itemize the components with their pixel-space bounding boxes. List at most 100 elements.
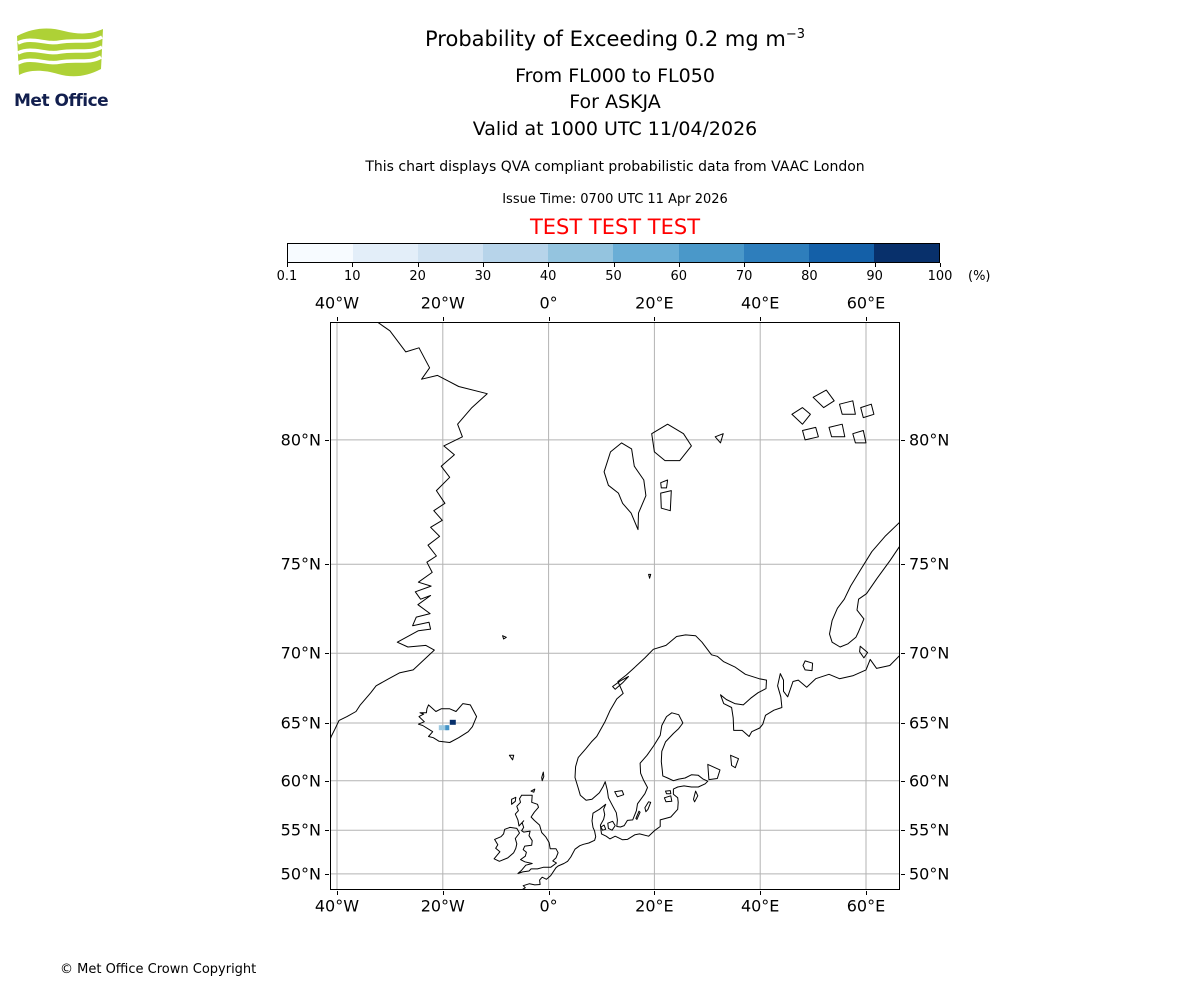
colorbar-segment xyxy=(483,244,549,262)
coastline-path xyxy=(614,790,625,798)
colorbar-segment xyxy=(873,244,939,262)
qva-info-text: This chart displays QVA compliant probab… xyxy=(365,159,865,175)
colorbar-segment xyxy=(678,244,744,262)
colorbar-tick xyxy=(417,263,419,267)
coastline-path xyxy=(607,820,616,831)
met-office-logo-graphic xyxy=(17,28,103,77)
coastline-path xyxy=(600,824,607,831)
coastline-path xyxy=(665,790,672,795)
colorbar-tick xyxy=(940,263,941,267)
latitude-label-right: 60°N xyxy=(909,771,950,791)
colorbar-tick-label: 60 xyxy=(670,269,688,284)
colorbar-tick-label: 90 xyxy=(866,269,883,284)
axis-tick xyxy=(336,891,338,895)
colorbar-tick-label: 20 xyxy=(409,269,426,284)
colorbar-tick xyxy=(809,263,811,267)
colorbar-segment xyxy=(353,244,419,262)
axis-tick xyxy=(548,317,550,321)
axis-tick xyxy=(760,317,762,321)
coastline-path xyxy=(644,801,652,813)
latitude-label-left: 60°N xyxy=(280,771,321,791)
longitude-label-bottom: 20°E xyxy=(635,896,674,916)
colorbar-tick-label: 70 xyxy=(735,269,753,284)
map-svg xyxy=(330,322,900,890)
axis-tick xyxy=(654,891,656,895)
chart-title: Probability of Exceeding 0.2 mg m−3 xyxy=(425,27,805,51)
colorbar-tick-label: 30 xyxy=(474,269,492,284)
axis-tick xyxy=(325,722,329,724)
coastline-path xyxy=(635,810,641,820)
axis-tick xyxy=(760,891,762,895)
axis-tick xyxy=(901,780,905,782)
ash-probability-cell xyxy=(449,719,456,725)
axis-tick xyxy=(442,891,444,895)
colorbar-tick-label: 0.1 xyxy=(276,269,298,284)
coastline-path xyxy=(859,645,869,659)
colorbar-tick xyxy=(874,263,876,267)
colorbar-segment xyxy=(613,244,679,262)
colorbar-tick xyxy=(482,263,484,267)
ash-probability-cell xyxy=(445,725,450,731)
coastline-path xyxy=(828,423,846,438)
axis-tick xyxy=(901,722,905,724)
chart-title-superscript: −3 xyxy=(785,27,805,42)
coastline-path xyxy=(860,403,875,419)
longitude-label-top: 40°W xyxy=(314,293,360,313)
coastline-path xyxy=(530,788,536,793)
coastline-path xyxy=(522,634,900,890)
coastline-path xyxy=(514,794,559,874)
map xyxy=(330,322,900,890)
axis-tick xyxy=(901,564,905,566)
coastline-path xyxy=(663,795,673,803)
longitude-label-bottom: 0° xyxy=(539,896,558,916)
longitude-label-top: 60°E xyxy=(846,293,886,313)
met-office-logo-text: Met Office xyxy=(14,91,109,111)
colorbar-tick xyxy=(678,263,680,267)
colorbar-tick xyxy=(613,263,615,267)
test-banner: TEST TEST TEST xyxy=(529,215,701,239)
colorbar-tick xyxy=(352,263,354,267)
axis-tick xyxy=(865,317,867,321)
colorbar-segment xyxy=(548,244,614,262)
coastline-path xyxy=(839,400,856,415)
coastline-path xyxy=(612,676,629,690)
met-office-logo: Met Office xyxy=(14,24,114,111)
subtitle-flight-levels: From FL000 to FL050 xyxy=(515,65,715,87)
axis-tick xyxy=(325,830,329,832)
coastline-path xyxy=(730,754,739,769)
colorbar-tick xyxy=(548,263,550,267)
issue-time-text: Issue Time: 0700 UTC 11 Apr 2026 xyxy=(502,192,728,207)
coastline-path xyxy=(714,433,724,444)
coastline-path xyxy=(541,771,545,782)
coastline-path xyxy=(603,442,647,531)
longitude-label-top: 40°E xyxy=(740,293,780,313)
axis-tick xyxy=(325,439,329,441)
longitude-label-bottom: 40°W xyxy=(314,896,360,916)
coastline-path xyxy=(707,763,721,781)
axis-tick xyxy=(901,830,905,832)
subtitle-valid-time: Valid at 1000 UTC 11/04/2026 xyxy=(472,118,758,140)
colorbar-tick xyxy=(287,263,288,267)
copyright-text: © Met Office Crown Copyright xyxy=(60,962,257,977)
colorbar-tick-label: 10 xyxy=(344,269,361,284)
axis-tick xyxy=(442,317,444,321)
coastline-path xyxy=(802,660,814,672)
axis-tick xyxy=(548,891,550,895)
latitude-label-left: 80°N xyxy=(280,430,321,450)
colorbar-segment xyxy=(743,244,809,262)
latitude-label-left: 50°N xyxy=(280,864,321,884)
colorbar-tick-label: 100 xyxy=(927,269,953,284)
colorbar-segment xyxy=(418,244,484,262)
axis-tick xyxy=(865,891,867,895)
colorbar-tick-label: 40 xyxy=(539,269,557,284)
latitude-label-right: 70°N xyxy=(909,643,950,663)
axis-tick xyxy=(325,780,329,782)
latitude-label-left: 65°N xyxy=(280,713,321,733)
latitude-label-right: 50°N xyxy=(909,864,950,884)
coastline-path xyxy=(791,407,811,425)
colorbar xyxy=(287,243,940,263)
coastline-path xyxy=(417,703,478,743)
longitude-label-bottom: 20°W xyxy=(420,896,465,916)
longitude-label-bottom: 60°E xyxy=(846,896,886,916)
longitude-label-top: 20°E xyxy=(635,293,674,313)
